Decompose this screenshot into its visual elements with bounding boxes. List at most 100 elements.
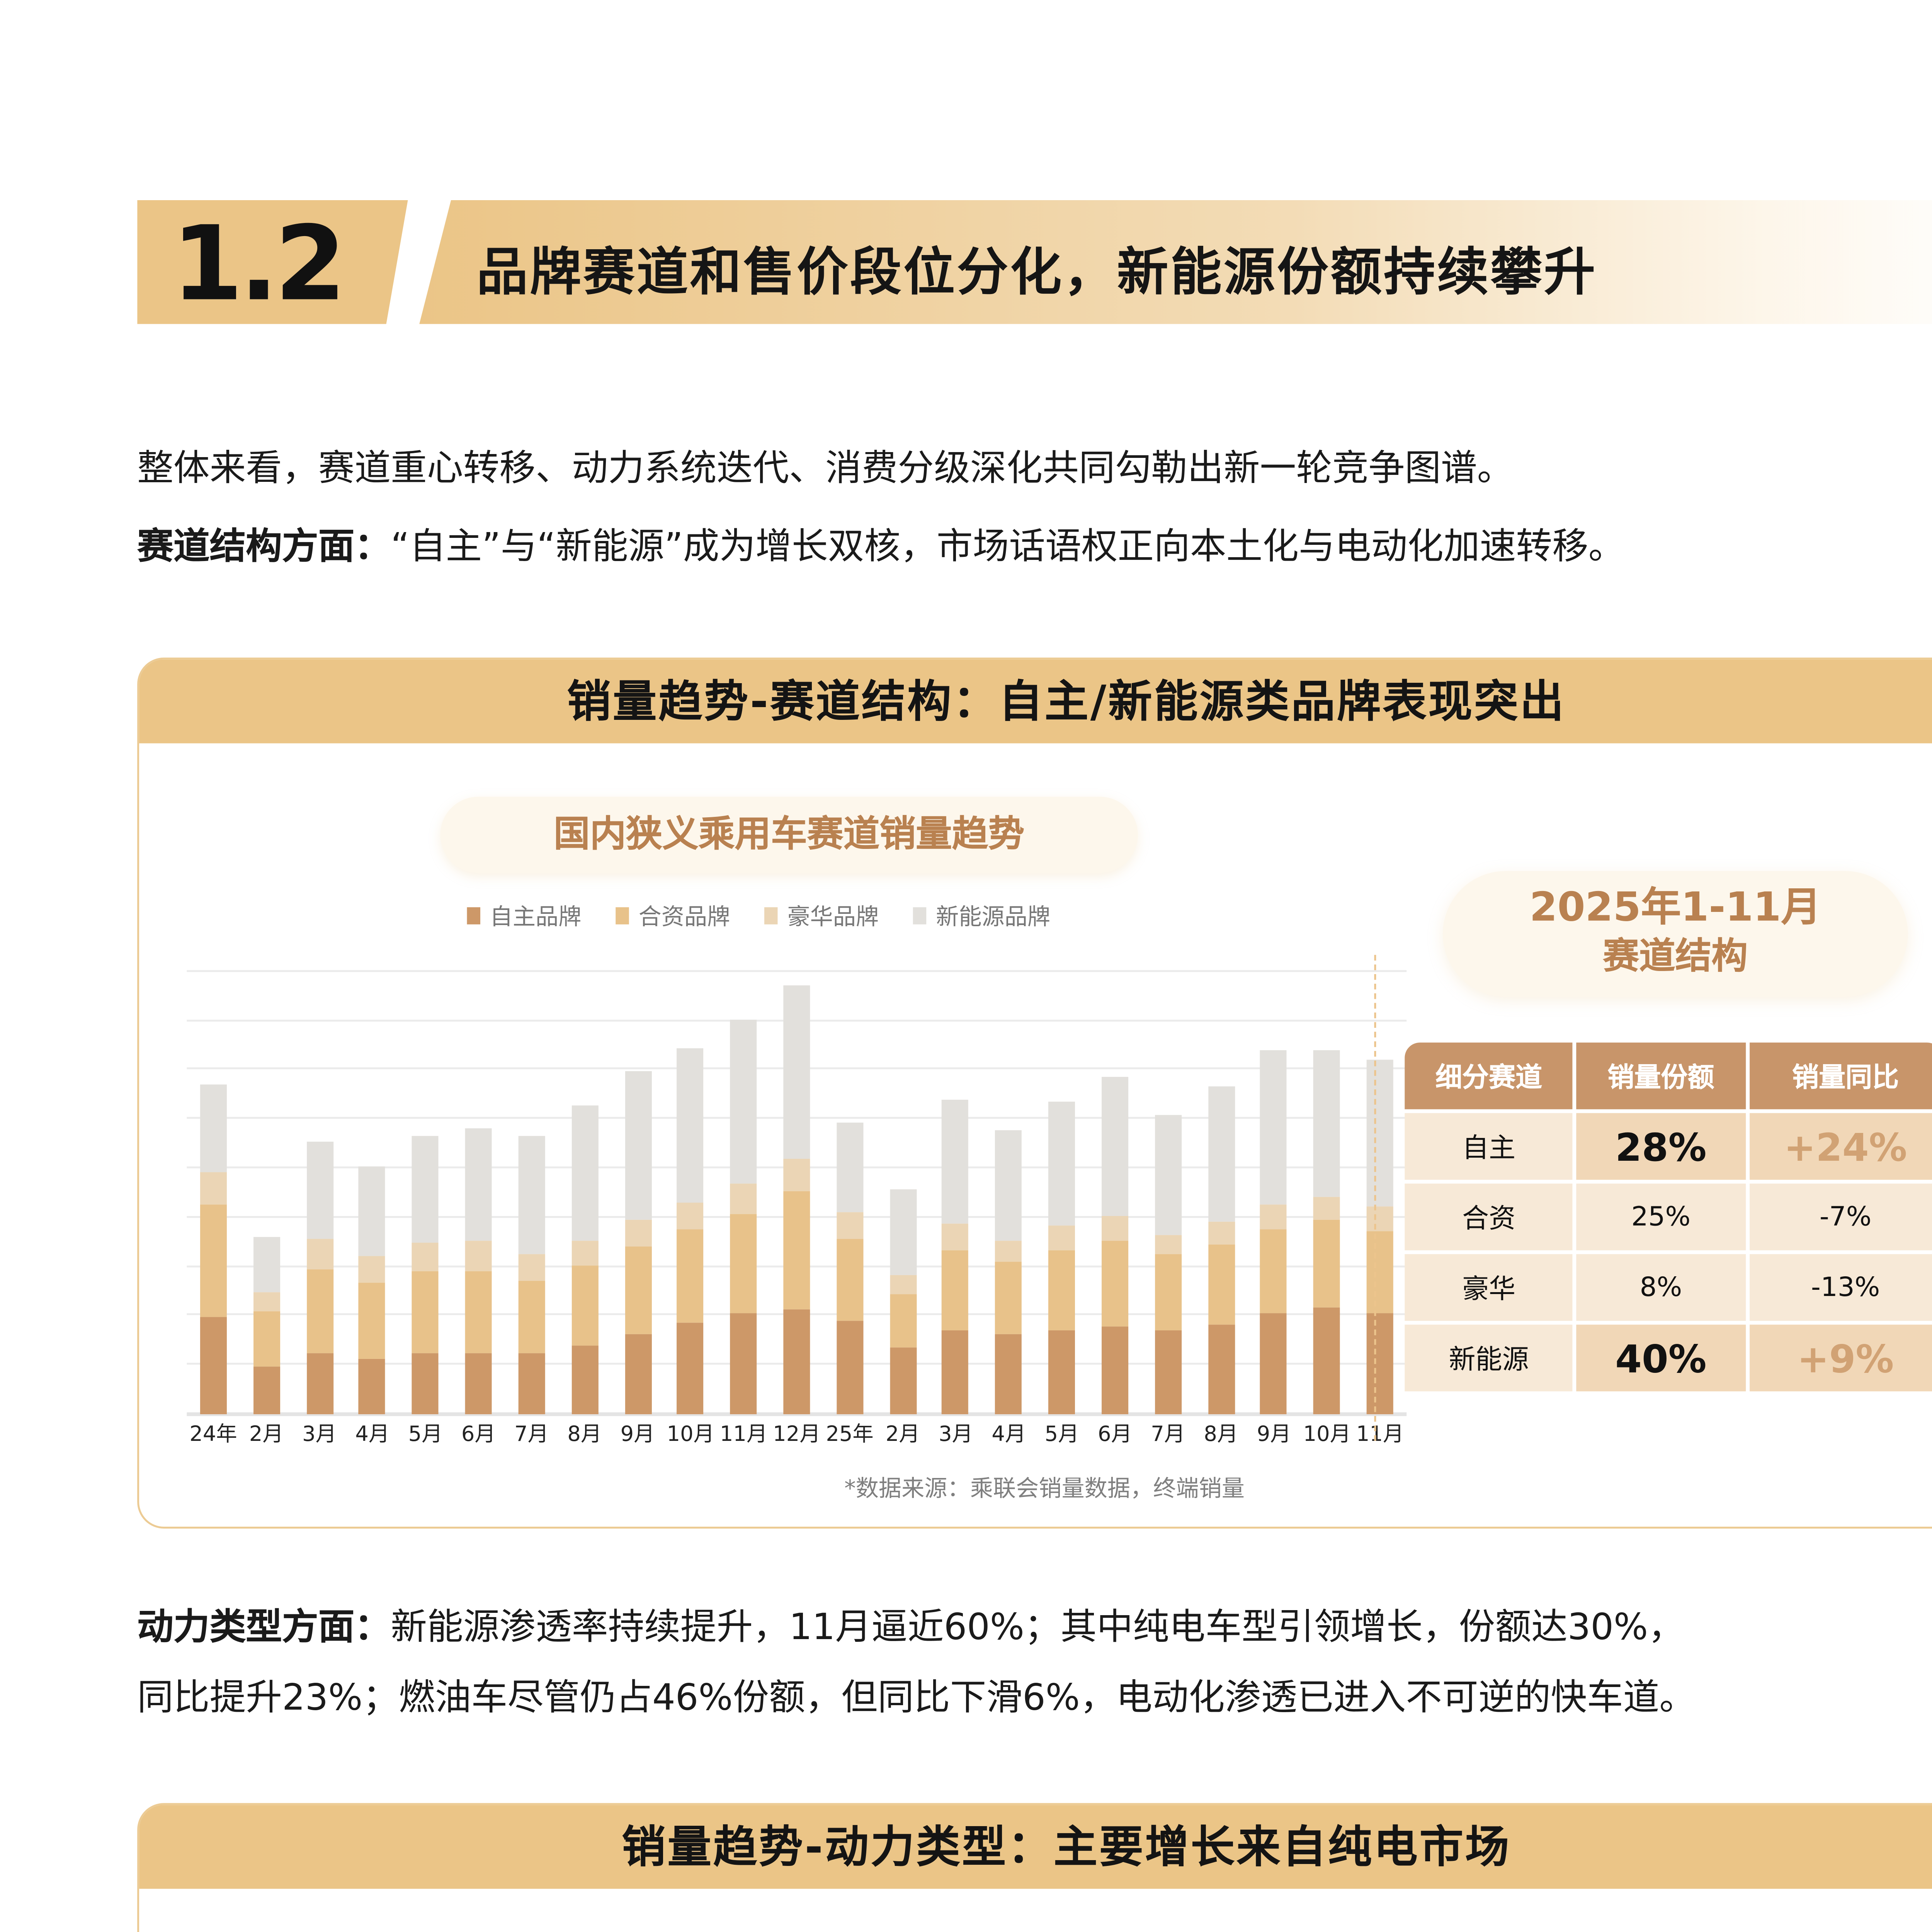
bar-segment (1313, 1306, 1340, 1414)
stacked-bar (783, 986, 810, 1414)
bar-segment (1313, 1220, 1340, 1307)
x-tick-label: 4月 (355, 1422, 390, 1447)
powertrain-label: 动力类型方面： (137, 1607, 391, 1649)
x-tick-label: 8月 (1204, 1422, 1238, 1447)
bar-segment (306, 1238, 333, 1270)
bar-segment (571, 1104, 598, 1241)
stacked-bar (1208, 1086, 1235, 1414)
bar-segment (836, 1238, 863, 1321)
x-tick-label: 24年 (189, 1422, 237, 1447)
bar-segment (783, 986, 810, 1158)
x-tick-label: 11月 (1356, 1422, 1404, 1447)
bar-segment (1313, 1196, 1340, 1221)
table-row: 新能源 40% +9% (1405, 1325, 1932, 1391)
stacked-bar (412, 1136, 439, 1414)
x-tick-label: 5月 (408, 1422, 443, 1447)
bar-segment (677, 1047, 704, 1203)
stacked-bar (465, 1128, 492, 1414)
bar-segment (624, 1334, 651, 1414)
bar-segment (1101, 1327, 1128, 1414)
track-structure-card: 销量趋势-赛道结构：自主/新能源类品牌表现突出 国内狭义乘用车赛道销量趋势 自主… (137, 657, 1932, 1529)
x-tick-label: 6月 (461, 1422, 496, 1447)
bar-segment (359, 1166, 386, 1257)
track-stacked-bar-chart (187, 957, 1407, 1416)
stacked-bar (836, 1121, 863, 1414)
bar-segment (783, 1308, 810, 1414)
chart-title: 国内狭义乘用车赛道销量趋势 (440, 796, 1138, 873)
divider (1374, 955, 1376, 1441)
powertrain-text: 同比提升23%；燃油车尽管仍占46%份额，但同比下滑6%，电动化渗透已进入不可逆… (137, 1677, 1696, 1719)
legend-label: 自主品牌 (490, 903, 582, 930)
powertrain-paragraph-line-2: 同比提升23%；燃油车尽管仍占46%份额，但同比下滑6%，电动化渗透已进入不可逆… (137, 1672, 1696, 1725)
stacked-bar (995, 1130, 1022, 1414)
x-tick-label: 9月 (1257, 1422, 1291, 1447)
x-tick-label: 8月 (567, 1422, 602, 1447)
segment-name: 豪华 (1405, 1254, 1573, 1321)
intro-label: 赛道结构方面： (137, 526, 391, 568)
bar-segment (253, 1236, 280, 1291)
bar-segment (1208, 1086, 1235, 1222)
bar-segment (624, 1247, 651, 1334)
share-value: 8% (1577, 1254, 1745, 1321)
table-row: 豪华 8% -13% (1405, 1254, 1932, 1321)
share-value: 28% (1577, 1113, 1745, 1180)
share-value: 25% (1577, 1184, 1745, 1250)
bar-segment (889, 1190, 916, 1275)
segment-name: 合资 (1405, 1184, 1573, 1250)
legend-item: 自主品牌 (467, 900, 582, 932)
bar-segment (518, 1280, 545, 1354)
bar-segment (942, 1224, 969, 1251)
stacked-bar (571, 1104, 598, 1414)
x-tick-label: 7月 (514, 1422, 549, 1447)
intro-line-2: 赛道结构方面：“自主”与“新能源”成为增长双核，市场话语权正向本土化与电动化加速… (137, 520, 1624, 574)
stacked-bar (1101, 1076, 1128, 1414)
x-tick-label: 2月 (249, 1422, 284, 1447)
powertrain-text: 新能源渗透率持续提升，11月逼近60%；其中纯电车型引领增长，份额达30%， (391, 1607, 1684, 1649)
bar-segment (518, 1354, 545, 1414)
legend-item: 豪华品牌 (764, 900, 879, 932)
bar-segment (836, 1121, 863, 1212)
bar-segment (1208, 1325, 1235, 1414)
bar-segment (1155, 1234, 1182, 1253)
x-tick-label: 2月 (885, 1422, 920, 1447)
legend-label: 合资品牌 (638, 903, 730, 930)
bar-segment (412, 1354, 439, 1414)
powertrain-card: 销量趋势-动力类型：主要增长来自纯电市场 国内狭义乘用车分动力销量趋势 燃油插电… (137, 1803, 1932, 1932)
bar-segment (1260, 1229, 1287, 1313)
section-header: 1.2 品牌赛道和售价段位分化，新能源份额持续攀升 (137, 200, 1932, 324)
period-subtitle: 赛道结构 (1603, 935, 1748, 978)
x-tick-label: 10月 (1303, 1422, 1351, 1447)
stacked-bar (200, 1085, 227, 1414)
x-tick-label: 3月 (302, 1422, 337, 1447)
x-tick-label: 11月 (719, 1422, 768, 1447)
bar-segment (1101, 1215, 1128, 1242)
bar-segment (200, 1173, 227, 1204)
bar-segment (465, 1241, 492, 1271)
yoy-value: +24% (1748, 1113, 1932, 1180)
bar-segment (1260, 1313, 1287, 1414)
track-share-table: 细分赛道 销量份额 销量同比 自主 28% +24% 合资 25% -7% 豪华 8% -13% 新能源… (1401, 1039, 1932, 1395)
x-axis (187, 1412, 1407, 1416)
x-tick-label: 7月 (1151, 1422, 1185, 1447)
stacked-bar (730, 1020, 757, 1414)
legend-swatch (913, 907, 927, 925)
column-header: 细分赛道 (1405, 1043, 1573, 1109)
stacked-bar (306, 1142, 333, 1414)
bar-segment (1048, 1101, 1075, 1225)
bar-segment (1208, 1244, 1235, 1325)
stacked-bar (624, 1071, 651, 1414)
bar-segment (465, 1352, 492, 1414)
bar-segment (465, 1128, 492, 1242)
bar-segment (571, 1345, 598, 1414)
yoy-value: -13% (1748, 1254, 1932, 1321)
bar-segment (465, 1271, 492, 1352)
x-tick-label: 25年 (826, 1422, 874, 1447)
stacked-bar (518, 1136, 545, 1414)
bar-segment (1367, 1060, 1394, 1207)
bar-segment (518, 1136, 545, 1254)
x-tick-label: 12月 (773, 1422, 821, 1447)
bar-segment (730, 1213, 757, 1314)
bar-segment (359, 1257, 386, 1284)
bar-segment (1367, 1313, 1394, 1414)
